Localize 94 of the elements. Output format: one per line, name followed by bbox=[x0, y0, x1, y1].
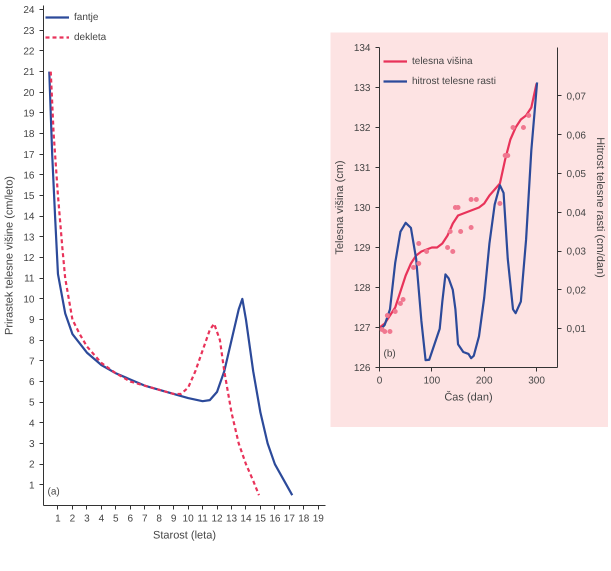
y-tick-label: 11 bbox=[24, 274, 35, 285]
y-tick-label: 19 bbox=[23, 108, 35, 120]
point bbox=[424, 249, 430, 254]
point bbox=[450, 249, 456, 254]
y2-axis-title: Hitrost telesne rasti (cm/dan) bbox=[594, 137, 606, 278]
y2-tick-label: 0,07 bbox=[566, 91, 586, 102]
legend-label: fantje bbox=[74, 12, 98, 22]
x-tick-label: 9 bbox=[170, 514, 177, 524]
y-tick-label: 18 bbox=[23, 129, 35, 140]
x-tick-label: 12 bbox=[211, 514, 224, 524]
y-tick-label: 22 bbox=[23, 46, 35, 58]
y-tick-label: 7 bbox=[28, 356, 35, 368]
y-tick-label: 133 bbox=[354, 83, 371, 94]
point bbox=[387, 329, 392, 334]
point bbox=[448, 229, 453, 234]
y-tick-label: 20 bbox=[23, 88, 35, 99]
point bbox=[526, 113, 532, 118]
x-tick-label: 2 bbox=[70, 514, 76, 524]
x-tick-label: 1 bbox=[55, 514, 62, 524]
annotation: (a) bbox=[48, 486, 60, 498]
x-tick-label: 13 bbox=[226, 514, 238, 524]
x-tick-label: 11 bbox=[197, 514, 208, 524]
point bbox=[458, 229, 464, 234]
legend-label: dekleta bbox=[74, 32, 106, 42]
y-tick-label: 132 bbox=[354, 123, 371, 134]
x-tick-label: 14 bbox=[240, 514, 252, 524]
y-tick-label: 3 bbox=[28, 439, 35, 450]
y-tick-label: 126 bbox=[354, 363, 371, 374]
point bbox=[468, 197, 474, 202]
point bbox=[400, 297, 406, 302]
x-tick-label: 100 bbox=[424, 376, 441, 386]
y2-tick-label: 0,04 bbox=[566, 208, 586, 219]
y-axis-title: Prirastek telesne višine (cm/leto) bbox=[3, 176, 16, 335]
y-tick-label: 15 bbox=[23, 191, 35, 202]
point bbox=[468, 225, 474, 230]
x-tick-label: 17 bbox=[284, 514, 296, 524]
y-tick-label: 13 bbox=[23, 232, 35, 244]
x-axis-title: Starost (leta) bbox=[153, 530, 216, 542]
legend-label: hitrost telesne rasti bbox=[412, 76, 496, 86]
point bbox=[382, 329, 388, 334]
x-tick-label: 6 bbox=[127, 514, 134, 524]
x-tick-label: 0 bbox=[376, 376, 383, 386]
annotation: (b) bbox=[384, 348, 396, 360]
y-tick-label: 4 bbox=[28, 418, 35, 430]
x-tick-label: 16 bbox=[269, 514, 281, 524]
y-tick-label: 5 bbox=[28, 398, 35, 409]
point bbox=[497, 201, 502, 206]
y-tick-label: 9 bbox=[28, 315, 35, 326]
x-tick-label: 15 bbox=[254, 514, 266, 524]
y-tick-label: 1 bbox=[28, 480, 35, 492]
x-tick-label: 7 bbox=[142, 514, 148, 524]
x-tick-label: 5 bbox=[113, 514, 120, 524]
x-tick-label: 8 bbox=[156, 514, 162, 524]
y2-tick-label: 0,06 bbox=[566, 130, 586, 142]
y-tick-label: 134 bbox=[354, 43, 371, 54]
point bbox=[520, 125, 526, 130]
point bbox=[392, 309, 398, 314]
y-tick-label: 14 bbox=[23, 212, 35, 223]
y-axis-title: Telesna višina (cm) bbox=[334, 160, 346, 255]
y2-tick-label: 0,01 bbox=[566, 324, 586, 336]
point bbox=[416, 261, 422, 266]
point bbox=[384, 313, 390, 318]
legend-label: telesna višina bbox=[412, 56, 473, 66]
y-tick-label: 24 bbox=[23, 5, 35, 16]
y-tick-label: 10 bbox=[23, 294, 35, 306]
point bbox=[411, 265, 416, 270]
point bbox=[445, 245, 450, 250]
y2-tick-label: 0,02 bbox=[566, 285, 586, 296]
x-tick-label: 4 bbox=[98, 514, 105, 524]
point bbox=[474, 197, 479, 202]
y-tick-label: 16 bbox=[23, 170, 35, 182]
x-axis-title: Čas (dan) bbox=[444, 390, 493, 404]
y-tick-label: 131 bbox=[354, 163, 371, 174]
y-tick-label: 130 bbox=[354, 203, 371, 214]
y-tick-label: 21 bbox=[23, 67, 35, 78]
y-tick-label: 2 bbox=[28, 460, 35, 471]
y2-tick-label: 0,03 bbox=[566, 246, 586, 258]
point bbox=[398, 301, 403, 306]
x-tick-label: 19 bbox=[312, 514, 324, 524]
y2-tick-label: 0,05 bbox=[566, 169, 586, 180]
x-tick-label: 300 bbox=[528, 376, 546, 386]
y-tick-label: 12 bbox=[23, 253, 35, 264]
y-tick-label: 129 bbox=[354, 243, 371, 254]
y-tick-label: 17 bbox=[23, 150, 35, 161]
y-tick-label: 127 bbox=[354, 323, 371, 334]
point bbox=[416, 241, 422, 246]
y-tick-label: 128 bbox=[354, 283, 371, 294]
x-tick-label: 18 bbox=[298, 514, 310, 524]
x-tick-label: 3 bbox=[84, 514, 90, 524]
x-tick-label: 200 bbox=[476, 376, 493, 386]
y-tick-label: 8 bbox=[28, 336, 35, 347]
x-tick-label: 10 bbox=[182, 514, 194, 524]
y-tick-label: 23 bbox=[23, 26, 35, 37]
point bbox=[510, 125, 516, 130]
